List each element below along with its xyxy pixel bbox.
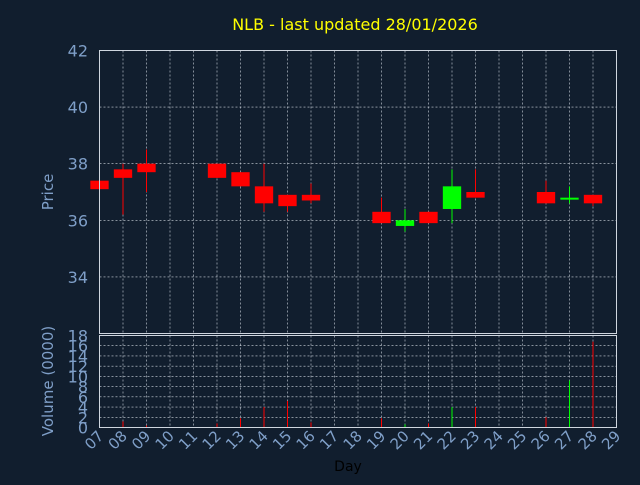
price-candles [90, 149, 603, 232]
candle-body [560, 197, 579, 200]
candle-body [301, 194, 321, 201]
volume-panel-frame [99, 335, 617, 428]
candle-body [254, 186, 274, 204]
volume-tick-label: 8 [78, 378, 88, 397]
price-tick-label: 38 [68, 155, 88, 174]
day-x-ticks: 0708091011121314151617181920212223242526… [81, 427, 624, 453]
volume-tick-label: 18 [68, 327, 88, 346]
volume-tick-label: 16 [68, 337, 88, 356]
volume-tick-label: 12 [68, 357, 88, 376]
price-panel-frame [99, 50, 617, 334]
candle-body [372, 211, 391, 224]
volume-tick-label: 10 [68, 367, 88, 386]
chart-title: NLB - last updated 28/01/2026 [232, 15, 478, 34]
candle-body [278, 194, 297, 207]
day-axis-label: Day [334, 459, 362, 475]
volume-tick-label: 2 [78, 408, 88, 427]
price-axis-label: Price [39, 174, 57, 211]
volume-tick-label: 4 [78, 398, 88, 417]
candle-body [113, 169, 133, 178]
candle-body [583, 194, 603, 204]
candle-body [207, 163, 227, 178]
candle-body [137, 163, 156, 173]
price-tick-label: 34 [68, 268, 88, 287]
volume-bars [99, 341, 594, 428]
candle-body [231, 172, 250, 187]
volume-tick-label: 6 [78, 388, 88, 407]
volume-tick-label: 0 [78, 419, 88, 438]
candle-body [419, 211, 438, 224]
candle-body [442, 186, 462, 209]
candle-body [466, 192, 485, 198]
volume-tick-label: 14 [68, 347, 88, 366]
price-tick-label: 40 [68, 98, 88, 117]
candle-body [395, 220, 415, 226]
price-tick-label: 36 [68, 211, 88, 230]
price-y-ticks: 34 36 38 40 42 [68, 42, 88, 287]
price-tick-label: 42 [68, 42, 88, 61]
candle-body [536, 192, 556, 204]
volume-axis-label: Volume (0000) [39, 326, 57, 436]
